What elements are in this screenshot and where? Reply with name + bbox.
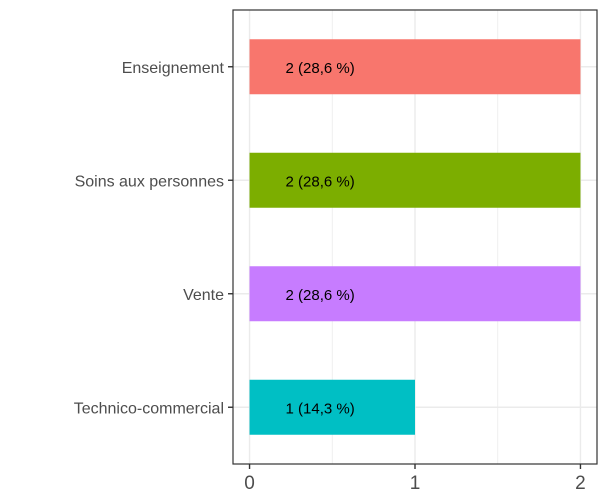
bar-4 xyxy=(249,379,415,435)
bar-3 xyxy=(249,266,581,322)
bar-1 xyxy=(249,39,581,95)
x-tick-label: 0 xyxy=(244,473,255,494)
y-tick-label: Vente xyxy=(183,287,224,304)
y-tick-label: Technico-commercial xyxy=(74,400,224,417)
x-tick-label: 2 xyxy=(575,473,586,494)
bar-2 xyxy=(249,152,581,208)
data-label: 2 (28,6 %) xyxy=(286,60,355,77)
x-axis: 0 1 2 xyxy=(244,464,586,494)
data-labels: 2 (28,6 %) 2 (28,6 %) 2 (28,6 %) 1 (14,3 %) xyxy=(286,60,355,418)
y-tick-label: Soins aux personnes xyxy=(75,173,224,190)
y-tick-label: Enseignement xyxy=(122,60,225,77)
data-label: 2 (28,6 %) xyxy=(286,287,355,304)
x-tick-label: 1 xyxy=(410,473,421,494)
bars xyxy=(249,39,581,435)
data-label: 1 (14,3 %) xyxy=(286,400,355,417)
data-label: 2 (28,6 %) xyxy=(286,173,355,190)
y-axis: Enseignement Soins aux personnes Vente Tech… xyxy=(74,60,233,417)
